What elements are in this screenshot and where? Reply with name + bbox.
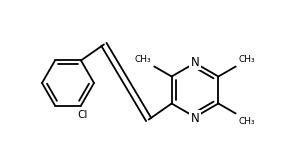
Text: CH₃: CH₃ bbox=[239, 116, 255, 125]
Text: N: N bbox=[191, 112, 199, 125]
Text: CH₃: CH₃ bbox=[135, 55, 151, 64]
Text: CH₃: CH₃ bbox=[239, 55, 255, 64]
Text: N: N bbox=[191, 55, 199, 69]
Text: Cl: Cl bbox=[78, 109, 88, 119]
